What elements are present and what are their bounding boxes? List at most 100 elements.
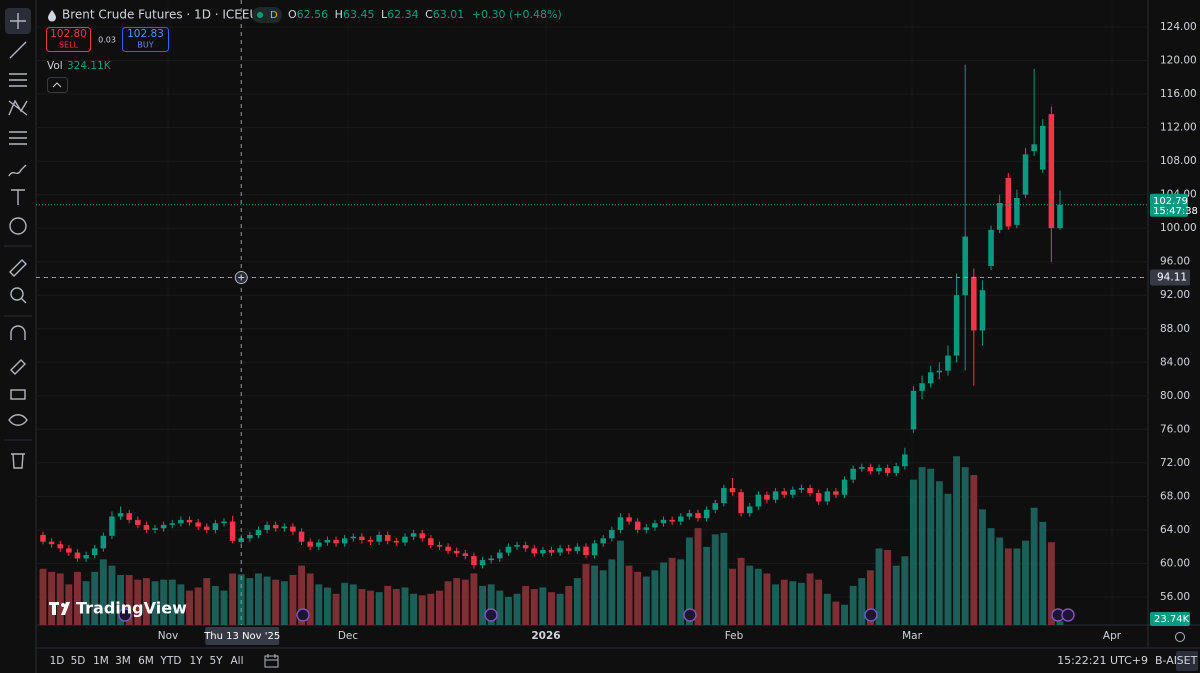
collapse-button[interactable] (47, 77, 68, 93)
bottom-bar: 15:22:21 UTC+9 B-ADJ SET 1D 5D 1M 3M 6M YTD 1Y… (50, 651, 1198, 671)
ruler-tool[interactable] (9, 259, 27, 277)
crosshair-tool[interactable] (10, 13, 26, 29)
candle-body (436, 545, 443, 547)
range-button[interactable]: 1D (50, 655, 65, 667)
event-markers (118, 608, 1075, 622)
volume-bar (436, 590, 443, 625)
volume-bar (625, 565, 633, 625)
text-tool[interactable] (11, 189, 25, 205)
candle-body (402, 536, 408, 543)
volume-bar (970, 475, 978, 625)
pattern-tool[interactable] (8, 99, 28, 116)
volume-bar (453, 578, 461, 625)
volume-bar (685, 537, 693, 625)
range-button[interactable]: 5Y (209, 655, 223, 667)
trendline-tool[interactable] (9, 41, 27, 59)
session-toggle[interactable]: SET (1177, 654, 1198, 667)
candle-body (1022, 154, 1029, 195)
candle-body (307, 541, 313, 547)
candle-body (962, 236, 968, 296)
volume-bar (108, 565, 116, 625)
candle-body (591, 543, 598, 556)
change-value: +0.30 (+0.48%) (472, 8, 562, 21)
candle-body (522, 545, 529, 549)
range-button[interactable]: 1Y (189, 655, 203, 667)
volume-bar (272, 579, 280, 625)
candle-body (841, 479, 848, 495)
candle-body (910, 390, 917, 430)
volume-bar (858, 578, 866, 625)
left-toolbar (0, 0, 37, 673)
visibility-tool[interactable] (8, 414, 28, 426)
event-marker[interactable] (864, 608, 878, 622)
crosshair-date-label: Thu 13 Nov '25 (203, 631, 280, 642)
zoom-tool[interactable] (10, 287, 24, 301)
volume-pane (39, 456, 1064, 625)
ohlc-label: L (381, 8, 388, 21)
volume-bar (332, 593, 340, 625)
candle-body (255, 529, 262, 535)
watermark: TradingView (49, 599, 187, 618)
volume-bar (634, 571, 642, 625)
event-marker[interactable] (296, 608, 310, 622)
candle-body (703, 509, 710, 519)
fib-tool[interactable] (9, 73, 27, 87)
volume-bar (513, 593, 521, 625)
candle-body (1057, 204, 1063, 229)
candle-body (867, 467, 874, 472)
emoji-tool[interactable] (9, 217, 27, 235)
volume-bar (280, 581, 288, 625)
watermark-text: TradingView (76, 599, 187, 618)
candle-body (859, 467, 865, 469)
lock-tool[interactable] (10, 389, 26, 400)
session-toggle-bg[interactable] (1176, 651, 1198, 671)
event-marker[interactable] (683, 608, 697, 622)
candle-body (1048, 114, 1055, 229)
candle-body (531, 548, 538, 554)
candle-body (178, 519, 184, 524)
candle-body (91, 548, 98, 556)
symbol-icon (48, 10, 56, 22)
range-button[interactable]: 6M (138, 655, 154, 667)
brush-tool[interactable] (8, 164, 27, 177)
axis-settings[interactable] (1175, 632, 1185, 642)
candle-body (186, 519, 193, 523)
projection-tool[interactable] (9, 131, 27, 145)
event-marker[interactable] (1061, 608, 1075, 622)
range-button[interactable]: 3M (115, 655, 131, 667)
range-button[interactable]: 5D (71, 655, 86, 667)
candle-body (376, 534, 382, 542)
volume-bar (237, 574, 245, 625)
event-marker[interactable] (118, 608, 132, 622)
candle-body (221, 521, 227, 524)
buy-button[interactable] (122, 27, 169, 52)
event-marker[interactable] (484, 608, 498, 622)
volume-bar (772, 584, 780, 625)
y-tick-label: 112.00 (1160, 122, 1197, 134)
date-range-icon[interactable] (264, 654, 279, 668)
candle-body (600, 538, 606, 544)
candle-body (798, 488, 805, 490)
volume-bar (875, 548, 883, 625)
volume-bar (349, 584, 357, 625)
volume-bar (134, 579, 142, 625)
volume-bar (74, 571, 81, 625)
volume-bar (1030, 507, 1038, 625)
magnet-tool[interactable] (10, 325, 26, 340)
candle-body (453, 550, 460, 554)
volume-bar (461, 579, 469, 625)
volume-bar (496, 590, 504, 625)
lock-draw-tool[interactable] (10, 359, 26, 375)
candle-body (824, 491, 831, 502)
volume-bar (849, 585, 857, 625)
range-button[interactable]: 1M (93, 655, 109, 667)
volume-bar (548, 592, 555, 625)
delete-tool[interactable] (11, 453, 25, 469)
candle-body (57, 544, 63, 549)
range-button[interactable]: YTD (160, 655, 182, 667)
badge-bg (252, 7, 282, 23)
candle-body (169, 523, 176, 525)
range-button[interactable]: All (230, 655, 243, 667)
sell-button[interactable] (46, 27, 91, 52)
